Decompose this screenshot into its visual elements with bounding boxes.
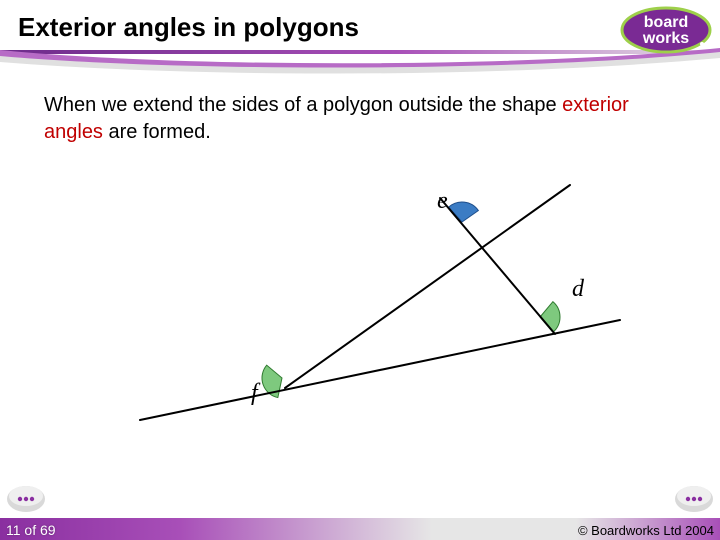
prev-button[interactable] [6,484,46,514]
next-button[interactable] [674,484,714,514]
copyright-text: © Boardworks Ltd 2004 [578,523,714,538]
page-title: Exterior angles in polygons [18,12,359,43]
angle-label-f: f [251,380,261,406]
angle-label-d: d [572,276,585,302]
brand-logo: board works [604,4,714,56]
page-counter: 11 of 69 [6,522,56,538]
exterior-angles-diagram: e d f [90,160,630,460]
svg-text:board: board [644,14,688,31]
angle-label-e: e [437,188,448,214]
svg-text:works: works [642,30,689,47]
body-post: are formed. [103,121,211,143]
body-pre: When we extend the sides of a polygon ou… [44,94,562,116]
body-text: When we extend the sides of a polygon ou… [44,92,664,146]
